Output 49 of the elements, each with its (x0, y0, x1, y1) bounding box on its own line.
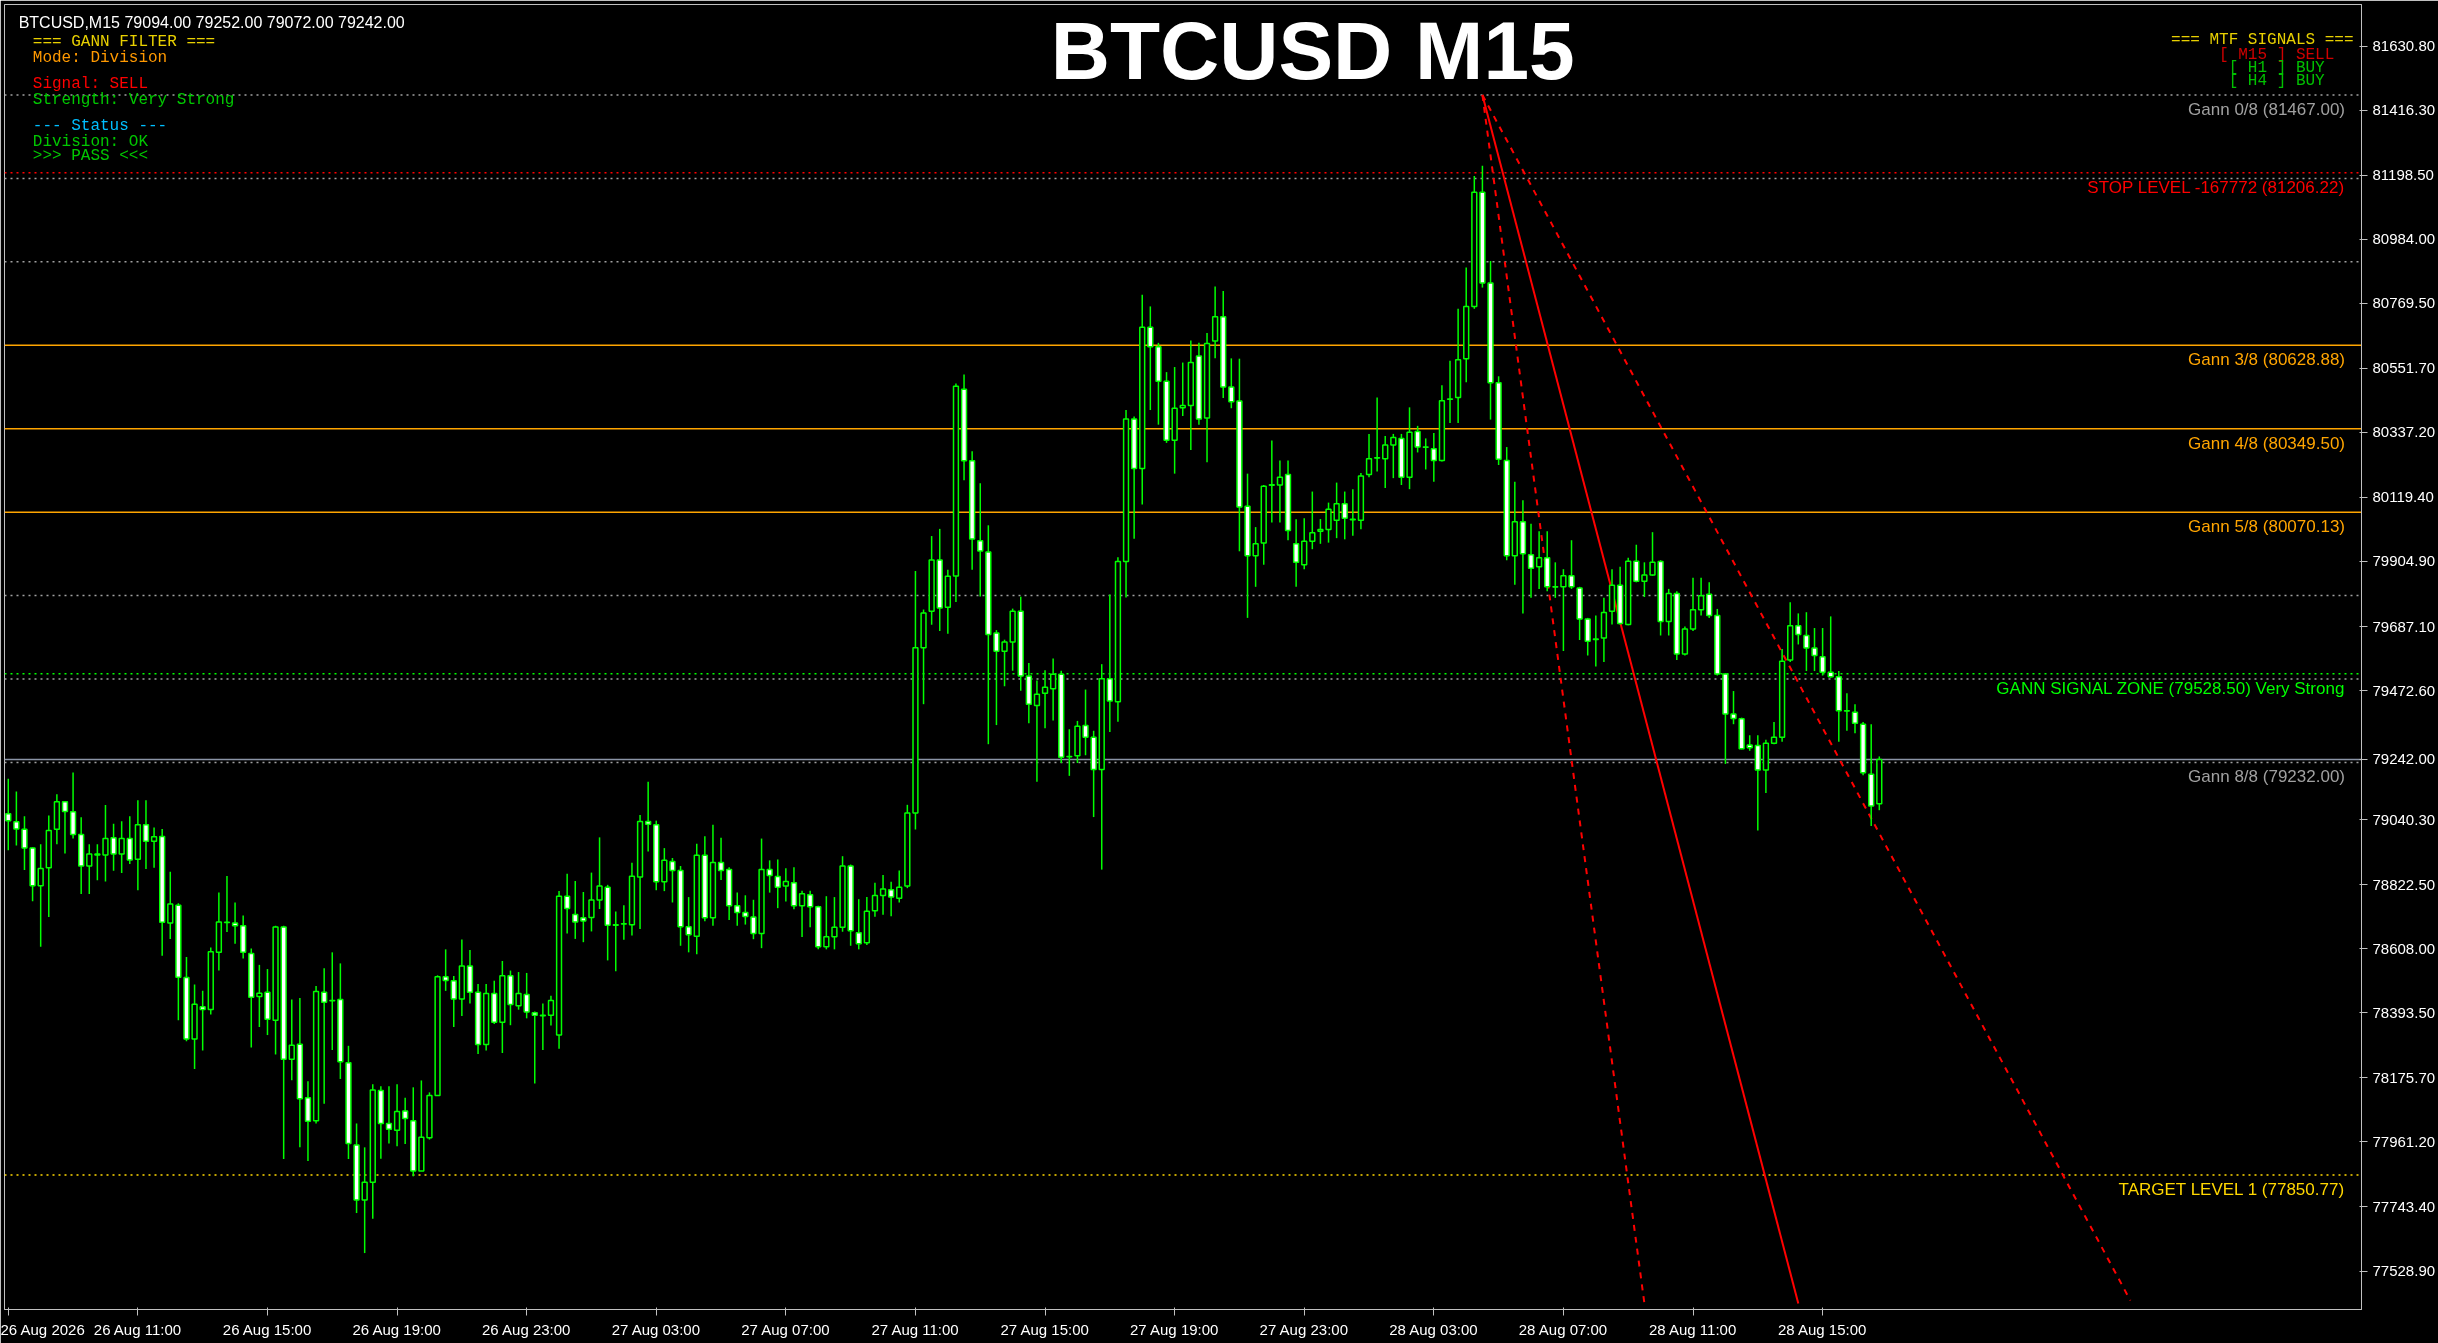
ref-line-label: STOP LEVEL -167772 (81206.22) (2087, 177, 2345, 197)
ref-line-label: Gann 0/8 (81467.00) (2188, 99, 2346, 119)
annotation: Mode: Division (32, 49, 168, 68)
x-tick-label: 26 Aug 19:00 (352, 1320, 441, 1338)
x-tick-label: 28 Aug 03:00 (1389, 1320, 1478, 1338)
x-tick-label: 28 Aug 11:00 (1648, 1320, 1737, 1338)
annotation: Strength: Very Strong (32, 90, 235, 109)
annotation: BTCUSD,M15 79094.00 79252.00 79072.00 79242.00 (18, 14, 405, 32)
x-tick-label: 27 Aug 07:00 (741, 1320, 830, 1338)
y-tick-label: 79040.30 (2372, 810, 2436, 828)
x-tick-label: 27 Aug 23:00 (1259, 1320, 1349, 1338)
x-tick-label: 26 Aug 2026 (0, 1320, 85, 1338)
ref-line-label: Gann 4/8 (80349.50) (2188, 433, 2346, 453)
y-tick-label: 81630.80 (2372, 37, 2436, 55)
y-tick-label: 80769.50 (2372, 294, 2436, 312)
y-tick-label: 78175.70 (2372, 1068, 2436, 1086)
ref-line-label: Gann 3/8 (80628.88) (2188, 350, 2346, 370)
ref-line-label: GANN SIGNAL ZONE (79528.50) Very Strong (1996, 678, 2345, 698)
x-tick-label: 27 Aug 19:00 (1130, 1320, 1219, 1338)
ref-line-label: Gann 5/8 (80070.13) (2188, 517, 2346, 537)
annotation: >>> PASS <<< (32, 146, 148, 165)
x-tick-label: 28 Aug 15:00 (1777, 1320, 1867, 1338)
y-tick-label: 79472.60 (2372, 681, 2436, 699)
x-tick-label: 26 Aug 23:00 (482, 1320, 571, 1338)
x-tick-label: 26 Aug 15:00 (222, 1320, 312, 1338)
ref-line-label: TARGET LEVEL 1 (77850.77) (2118, 1179, 2345, 1199)
y-tick-label: 77528.90 (2372, 1262, 2436, 1280)
y-tick-label: 80551.70 (2372, 359, 2436, 377)
y-tick-label: 77961.20 (2372, 1132, 2436, 1150)
y-tick-label: 80984.00 (2372, 230, 2436, 248)
chart-title: BTCUSD M15 (1050, 4, 1575, 96)
x-tick-label: 27 Aug 15:00 (1000, 1320, 1089, 1338)
x-tick-label: 26 Aug 11:00 (93, 1320, 182, 1338)
y-tick-label: 77743.40 (2372, 1197, 2436, 1215)
x-tick-label: 27 Aug 03:00 (611, 1320, 701, 1338)
y-tick-label: 79687.10 (2372, 617, 2436, 635)
x-tick-label: 27 Aug 11:00 (871, 1320, 959, 1338)
annotation: --- Status --- (32, 116, 168, 135)
y-tick-label: 81416.30 (2372, 101, 2436, 119)
y-tick-label: 80337.20 (2372, 423, 2436, 441)
x-tick-label: 28 Aug 07:00 (1518, 1320, 1608, 1338)
y-tick-label: 79242.00 (2372, 750, 2436, 768)
y-tick-label: 78822.50 (2372, 875, 2436, 893)
y-tick-label: 81198.50 (2372, 166, 2434, 184)
y-tick-label: 80119.40 (2372, 488, 2434, 506)
y-tick-label: 79904.90 (2372, 552, 2436, 570)
y-tick-label: 78608.00 (2372, 939, 2436, 957)
ref-line-label: Gann 8/8 (79232.00) (2188, 767, 2346, 787)
y-tick-label: 78393.50 (2372, 1003, 2436, 1021)
